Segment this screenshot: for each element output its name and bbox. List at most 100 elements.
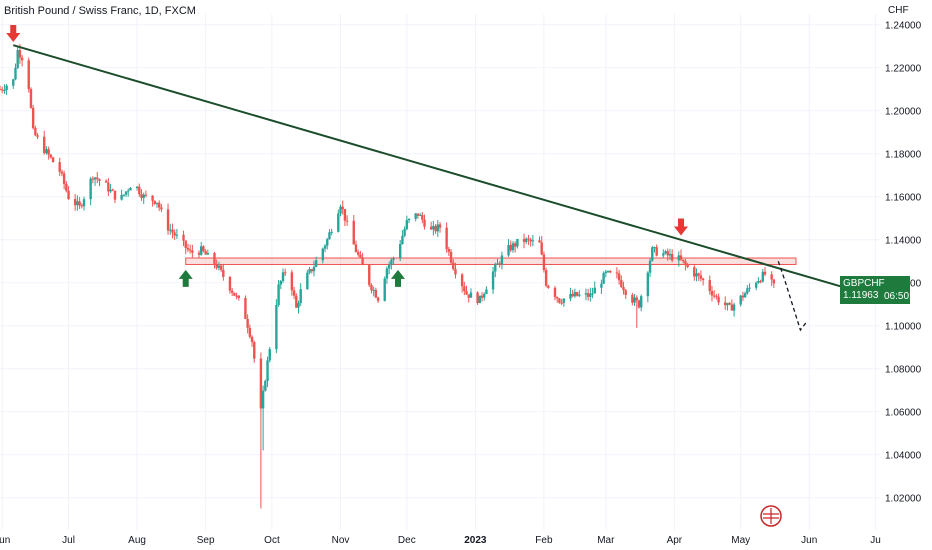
candle-body (538, 240, 541, 243)
candle-body (416, 213, 420, 216)
candle-body (600, 283, 603, 288)
candle-body (80, 205, 84, 207)
candle-body (569, 293, 572, 299)
candle-body (748, 287, 751, 289)
candle-body (368, 265, 371, 285)
candle-body (511, 243, 515, 251)
candle-body (434, 226, 437, 232)
candle-body (531, 240, 535, 242)
candle-body (171, 229, 174, 233)
candle-body (617, 273, 621, 281)
candle-body (27, 60, 30, 90)
candle-body (246, 318, 249, 328)
candle-body (202, 246, 205, 252)
candle-body (529, 239, 532, 242)
candle-body (73, 199, 77, 206)
y-tick-label: 1.08000 (885, 364, 922, 375)
candle-body (129, 188, 132, 191)
candle-countdown: 06:50:05 (882, 290, 923, 304)
candle-body (297, 303, 300, 308)
candle-body (741, 295, 745, 298)
candle-body (191, 250, 194, 253)
candle-body (138, 186, 141, 195)
candle-body (352, 220, 355, 245)
candle-body (633, 297, 636, 303)
candle-body (230, 290, 234, 293)
candle-body (29, 89, 33, 108)
candle-body (5, 85, 8, 91)
candle-body (356, 252, 360, 255)
candle-body (662, 253, 665, 256)
x-tick-label: Apr (667, 535, 683, 546)
candle-body (640, 296, 643, 308)
red-arrow-icon (674, 218, 689, 236)
candle-body (284, 272, 287, 274)
candle-body (31, 107, 35, 129)
candle-body (308, 269, 311, 273)
candle-body (96, 177, 99, 180)
candle-body (763, 271, 767, 275)
candle-body (314, 260, 318, 267)
candle-body (135, 186, 139, 189)
candle-body (49, 154, 53, 158)
candle-body (436, 224, 439, 232)
candle-body (60, 171, 64, 174)
candle-body (666, 251, 669, 256)
candle-body (124, 191, 128, 195)
candle-body (200, 246, 203, 255)
candle-body (454, 269, 457, 275)
candle-body (14, 67, 17, 80)
candle-body (383, 278, 386, 301)
candle-body (772, 279, 776, 284)
candle-body (184, 240, 187, 249)
candle-body (540, 242, 543, 255)
candle-body (677, 255, 680, 261)
candle-body (730, 304, 734, 311)
y-tick-label: 1.06000 (885, 407, 922, 418)
candle-body (157, 202, 161, 208)
candle-body (469, 292, 473, 298)
candle-body (376, 297, 380, 301)
candle-body (104, 180, 108, 183)
candle-body (244, 297, 247, 319)
candle-body (724, 302, 727, 306)
candle-body (228, 277, 232, 291)
last-price: 1.11963 (843, 290, 879, 302)
candle-body (359, 254, 362, 258)
candle-body (392, 258, 395, 260)
candle-body (155, 202, 159, 204)
candle-body (432, 226, 435, 230)
candle-body (151, 195, 154, 201)
candle-body (62, 173, 66, 184)
candle-body (233, 292, 236, 296)
candle-body (544, 270, 548, 286)
candle-body (726, 303, 729, 306)
chart-title: British Pound / Swiss Franc, 1D, FXCM (4, 5, 196, 17)
candle-body (589, 293, 592, 297)
candle-body (500, 255, 504, 265)
candle-body (670, 253, 674, 261)
candle-body (390, 259, 393, 265)
green-arrow-icon (178, 269, 193, 287)
candle-body (385, 268, 389, 279)
candle-body (93, 177, 97, 180)
candle-body (310, 269, 313, 272)
x-tick-label: Feb (535, 535, 553, 546)
candle-body (509, 244, 512, 251)
candle-body (483, 293, 486, 298)
y-tick-label: 1.10000 (885, 321, 922, 332)
candle-body (306, 272, 309, 290)
candle-body (602, 273, 605, 284)
candle-body (111, 189, 114, 191)
candle-body (58, 162, 61, 172)
candle-body (264, 380, 267, 391)
candle-body (312, 266, 316, 272)
candle-body (235, 295, 238, 297)
candle-body (47, 149, 50, 155)
candle-body (460, 274, 464, 287)
candle-body (292, 290, 296, 296)
candle-body (67, 190, 70, 200)
candle-body (708, 280, 711, 291)
candle-body (399, 244, 402, 259)
